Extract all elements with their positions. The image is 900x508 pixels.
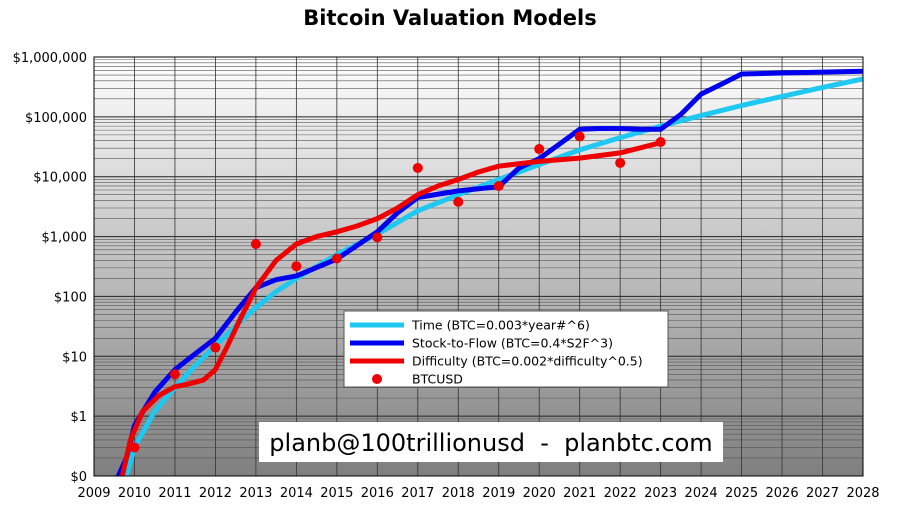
- btcusd-point: [655, 137, 666, 148]
- x-tick-label: 2011: [158, 486, 191, 501]
- x-tick-label: 2017: [401, 486, 434, 501]
- y-tick-label: $10: [62, 350, 87, 365]
- grid: [93, 57, 864, 477]
- legend: Time (BTC=0.003*year#^6) Stock-to-Flow (B…: [343, 310, 669, 388]
- x-tick-label: 2025: [725, 486, 758, 501]
- btcusd-point: [493, 180, 504, 191]
- x-tick-label: 2026: [766, 486, 799, 501]
- legend-label-2: Difficulty (BTC=0.002*difficulty^0.5): [412, 354, 643, 369]
- btcusd-point: [291, 261, 302, 272]
- series-line-1: [115, 68, 863, 476]
- x-tick-label: 2021: [563, 486, 596, 501]
- btcusd-point: [169, 369, 180, 380]
- btcusd-point: [534, 144, 545, 155]
- x-tick-label: 2013: [239, 486, 272, 501]
- x-tick-label: 2016: [361, 486, 394, 501]
- y-tick-label: $1: [70, 410, 87, 425]
- btcusd-point: [331, 253, 342, 264]
- watermark-background: [259, 422, 723, 462]
- x-tick-label: 2022: [604, 486, 637, 501]
- btcusd-point: [129, 442, 140, 453]
- btcusd-point: [574, 131, 585, 142]
- series-layer: [115, 68, 863, 476]
- btcusd-point: [372, 232, 383, 243]
- plot-area: [94, 57, 863, 476]
- x-tick-label: 2027: [806, 486, 839, 501]
- axis-ticks: 2009 2010 2011 2012 2013 2014 2015 2016 2017 2018…: [13, 51, 880, 501]
- y-tick-label: $100: [54, 290, 87, 305]
- y-tick-label: $0: [70, 470, 87, 485]
- btcusd-point: [615, 157, 626, 168]
- x-tick-label: 2019: [482, 486, 515, 501]
- watermark-text: planb@100trillionusd - planbtc.com: [269, 429, 712, 457]
- legend-swatch-3: [372, 374, 382, 384]
- x-tick-label: 2010: [118, 486, 151, 501]
- y-tick-label: $10,000: [33, 171, 87, 186]
- x-tick-label: 2018: [442, 486, 475, 501]
- y-tick-label: $1,000,000: [13, 51, 87, 66]
- y-tick-label: $1,000: [42, 231, 88, 246]
- y-tick-label: $100,000: [25, 111, 87, 126]
- legend-label-3: BTCUSD: [412, 372, 463, 387]
- legend-label-1: Stock-to-Flow (BTC=0.4*S2F^3): [412, 336, 613, 351]
- x-tick-label: 2023: [644, 486, 677, 501]
- x-tick-label: 2020: [523, 486, 556, 501]
- x-tick-label: 2024: [685, 486, 718, 501]
- series-line-2: [119, 140, 664, 476]
- btcusd-point: [210, 342, 221, 353]
- x-tick-label: 2009: [77, 486, 110, 501]
- btcusd-point: [250, 239, 261, 250]
- x-tick-label: 2028: [846, 486, 879, 501]
- x-tick-label: 2015: [320, 486, 353, 501]
- x-tick-label: 2014: [280, 486, 313, 501]
- x-tick-label: 2012: [199, 486, 232, 501]
- plot-border: [93, 56, 864, 477]
- watermark-box: planb@100trillionusd - planbtc.com: [259, 422, 723, 462]
- btcusd-point: [453, 196, 464, 207]
- btcusd-point: [412, 162, 423, 173]
- series-line-0: [123, 76, 863, 476]
- legend-label-0: Time (BTC=0.003*year#^6): [411, 318, 590, 333]
- chart-title: Bitcoin Valuation Models: [303, 6, 596, 30]
